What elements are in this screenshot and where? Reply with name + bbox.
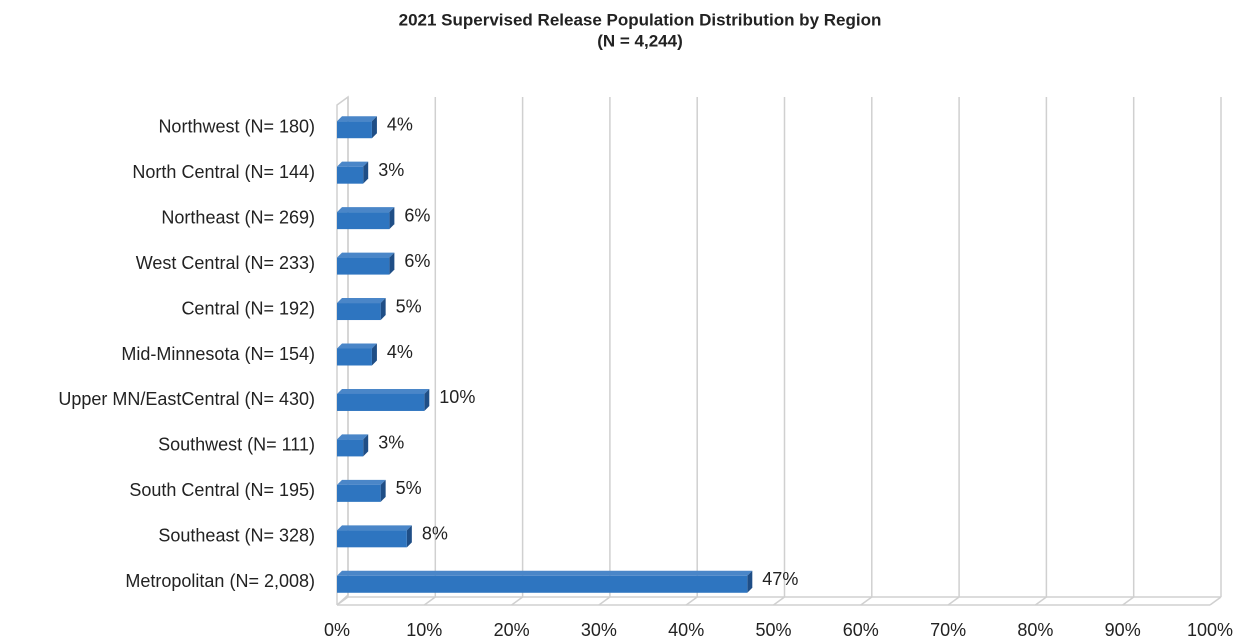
y-tick-label: Central (N= 192) bbox=[181, 298, 315, 318]
x-tick-label: 30% bbox=[581, 620, 617, 640]
bar-top bbox=[337, 525, 412, 531]
bar-top bbox=[337, 343, 377, 349]
x-tick-label: 70% bbox=[930, 620, 966, 640]
floor-line bbox=[1034, 596, 1047, 606]
bar bbox=[337, 257, 390, 275]
data-label: 6% bbox=[404, 205, 430, 225]
bar-side bbox=[747, 570, 753, 593]
y-tick-label: West Central (N= 233) bbox=[136, 253, 315, 273]
data-label: 8% bbox=[422, 524, 448, 544]
bar bbox=[337, 166, 364, 184]
floor-line bbox=[860, 596, 873, 606]
bar bbox=[337, 303, 381, 321]
data-label: 3% bbox=[378, 160, 404, 180]
y-tick-label: North Central (N= 144) bbox=[132, 162, 315, 182]
floor-line bbox=[598, 596, 611, 606]
bar-side bbox=[363, 161, 369, 184]
x-tick-label: 50% bbox=[755, 620, 791, 640]
floor-line bbox=[1209, 596, 1222, 606]
bar-side bbox=[389, 252, 395, 275]
x-tick-label: 80% bbox=[1017, 620, 1053, 640]
data-label: 5% bbox=[396, 478, 422, 498]
bar-top bbox=[337, 207, 395, 213]
data-label: 47% bbox=[762, 569, 798, 589]
bar-top bbox=[337, 252, 395, 258]
bar-top bbox=[337, 161, 369, 167]
chart-subtitle: (N = 4,244) bbox=[597, 31, 683, 50]
x-tick-label: 0% bbox=[324, 620, 350, 640]
bar-top bbox=[337, 434, 369, 440]
bar-top bbox=[337, 570, 753, 576]
floor-line bbox=[685, 596, 698, 606]
bar-side bbox=[389, 207, 395, 230]
floor-line bbox=[1122, 596, 1135, 606]
bar bbox=[337, 212, 390, 230]
data-label: 10% bbox=[439, 387, 475, 407]
bar bbox=[337, 348, 372, 366]
bar bbox=[337, 530, 407, 548]
y-tick-label: Mid-Minnesota (N= 154) bbox=[121, 344, 315, 364]
floor-line bbox=[511, 596, 524, 606]
bar-top bbox=[337, 388, 430, 394]
data-label: 3% bbox=[378, 433, 404, 453]
y-tick-label: Metropolitan (N= 2,008) bbox=[125, 571, 315, 591]
y-tick-label: Northwest (N= 180) bbox=[158, 116, 315, 136]
bar-top bbox=[337, 298, 386, 304]
floor-line bbox=[773, 596, 785, 606]
bar-side bbox=[371, 343, 377, 366]
x-tick-label: 100% bbox=[1187, 620, 1233, 640]
bar-side bbox=[363, 434, 369, 457]
y-tick-label: South Central (N= 195) bbox=[129, 480, 315, 500]
bar-side bbox=[380, 298, 386, 321]
x-tick-label: 60% bbox=[843, 620, 879, 640]
bar-side bbox=[406, 525, 412, 548]
bar-side bbox=[380, 479, 386, 502]
bar-top bbox=[337, 116, 377, 122]
data-label: 6% bbox=[404, 251, 430, 271]
y-tick-label: Upper MN/EastCentral (N= 430) bbox=[58, 389, 315, 409]
data-label: 4% bbox=[387, 342, 413, 362]
y-tick-label: Southwest (N= 111) bbox=[158, 435, 315, 455]
chart-title: 2021 Supervised Release Population Distr… bbox=[399, 10, 882, 29]
x-tick-label: 90% bbox=[1105, 620, 1141, 640]
bar bbox=[337, 439, 364, 457]
bar-top bbox=[337, 479, 386, 485]
floor-line bbox=[336, 596, 349, 606]
x-tick-label: 10% bbox=[406, 620, 442, 640]
x-tick-label: 20% bbox=[494, 620, 530, 640]
data-label: 5% bbox=[396, 296, 422, 316]
bar-side bbox=[424, 388, 430, 411]
data-label: 4% bbox=[387, 114, 413, 134]
bar bbox=[337, 484, 381, 502]
y-tick-label: Northeast (N= 269) bbox=[161, 207, 315, 227]
y-tick-label: Southeast (N= 328) bbox=[158, 526, 315, 546]
bar bbox=[337, 393, 425, 411]
bar-side bbox=[371, 116, 377, 139]
floor-line bbox=[947, 596, 960, 606]
bar bbox=[337, 575, 748, 593]
floor-line bbox=[423, 596, 436, 606]
x-tick-label: 40% bbox=[668, 620, 704, 640]
bar bbox=[337, 121, 372, 139]
